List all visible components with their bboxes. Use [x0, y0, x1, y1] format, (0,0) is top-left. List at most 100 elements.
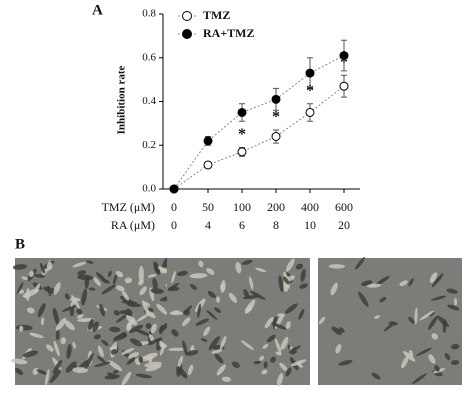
- cell: [157, 266, 166, 272]
- cell: [128, 352, 140, 359]
- cell: [72, 367, 88, 373]
- cell: [52, 307, 60, 326]
- cell: [277, 313, 286, 317]
- point: [305, 68, 315, 78]
- cell: [47, 285, 51, 297]
- cell: [150, 323, 157, 334]
- cell: [55, 329, 60, 341]
- legend-marker: [182, 29, 192, 39]
- cell: [147, 337, 161, 346]
- cell: [53, 340, 60, 357]
- cell: [145, 364, 162, 372]
- cell: [279, 362, 288, 372]
- cell: [221, 376, 232, 382]
- cell: [216, 364, 226, 376]
- cell: [150, 288, 164, 294]
- cell: [431, 273, 444, 288]
- cell: [200, 338, 208, 342]
- cell: [434, 365, 440, 372]
- cell: [12, 264, 28, 270]
- cell: [77, 270, 87, 276]
- point: [203, 160, 213, 170]
- cell: [206, 268, 215, 275]
- cell: [34, 273, 45, 278]
- cell: [135, 373, 152, 379]
- cell: [220, 280, 226, 293]
- point: [271, 94, 281, 104]
- cell: [183, 309, 191, 316]
- cell: [361, 280, 373, 286]
- micrographs: [11, 257, 462, 387]
- series-line: [173, 55, 345, 190]
- cell: [318, 316, 326, 325]
- cell: [139, 286, 147, 296]
- x-tick-label: 6: [239, 218, 245, 232]
- cell: [300, 268, 306, 283]
- cell: [16, 282, 24, 295]
- cell: [55, 317, 67, 331]
- cell: [93, 277, 101, 287]
- cell: [72, 341, 76, 349]
- cell: [129, 338, 143, 347]
- cell: [152, 277, 158, 290]
- cell: [181, 317, 191, 327]
- cell: [241, 259, 253, 265]
- point: [237, 147, 247, 157]
- x-row-label: RA (μM): [111, 218, 155, 232]
- cell: [145, 323, 152, 329]
- cell: [263, 361, 268, 369]
- cell: [262, 343, 269, 349]
- cell: [282, 276, 290, 285]
- y-tick-label: 0.8: [142, 8, 156, 20]
- cell: [177, 355, 184, 369]
- cell: [285, 367, 292, 377]
- point: [237, 107, 247, 117]
- cell: [96, 355, 106, 364]
- legend-marker: [182, 11, 192, 21]
- cell: [401, 355, 409, 369]
- cell: [419, 310, 434, 321]
- cell: [450, 343, 460, 350]
- cell: [121, 290, 130, 301]
- cell: [379, 296, 387, 303]
- cell: [338, 360, 353, 366]
- cell: [14, 368, 24, 376]
- cell: [64, 320, 75, 331]
- cell: [285, 321, 291, 330]
- cell: [328, 264, 345, 269]
- cell: [107, 270, 112, 278]
- legend-label: RA+TMZ: [203, 26, 255, 40]
- cell: [429, 272, 438, 283]
- cell: [112, 369, 119, 374]
- cell: [278, 275, 284, 293]
- cell: [169, 311, 183, 316]
- cell: [253, 360, 262, 365]
- x-tick-label: 20: [338, 218, 350, 232]
- cell: [335, 344, 342, 354]
- cell: [289, 348, 297, 355]
- cell: [121, 347, 135, 355]
- x-tick-label: 200: [267, 200, 285, 214]
- cell: [176, 270, 188, 277]
- cell: [28, 270, 34, 278]
- cell: [408, 278, 414, 287]
- y-tick-label: 0.6: [142, 51, 156, 63]
- cell: [330, 282, 338, 296]
- cell: [450, 360, 460, 365]
- cell: [203, 326, 211, 337]
- cell: [274, 338, 282, 355]
- x-tick-label: 0: [171, 200, 177, 214]
- cell: [168, 347, 187, 351]
- cell: [101, 284, 116, 295]
- cell: [299, 283, 308, 289]
- cell: [143, 301, 151, 307]
- cell: [366, 283, 382, 288]
- cell: [208, 336, 220, 351]
- cell: [408, 349, 414, 358]
- cell: [88, 287, 96, 291]
- y-tick-label: 0.4: [142, 95, 156, 107]
- cell: [104, 374, 120, 380]
- cell: [171, 329, 179, 337]
- x-tick-label: 600: [335, 200, 353, 214]
- x-tick-label: 50: [202, 200, 214, 214]
